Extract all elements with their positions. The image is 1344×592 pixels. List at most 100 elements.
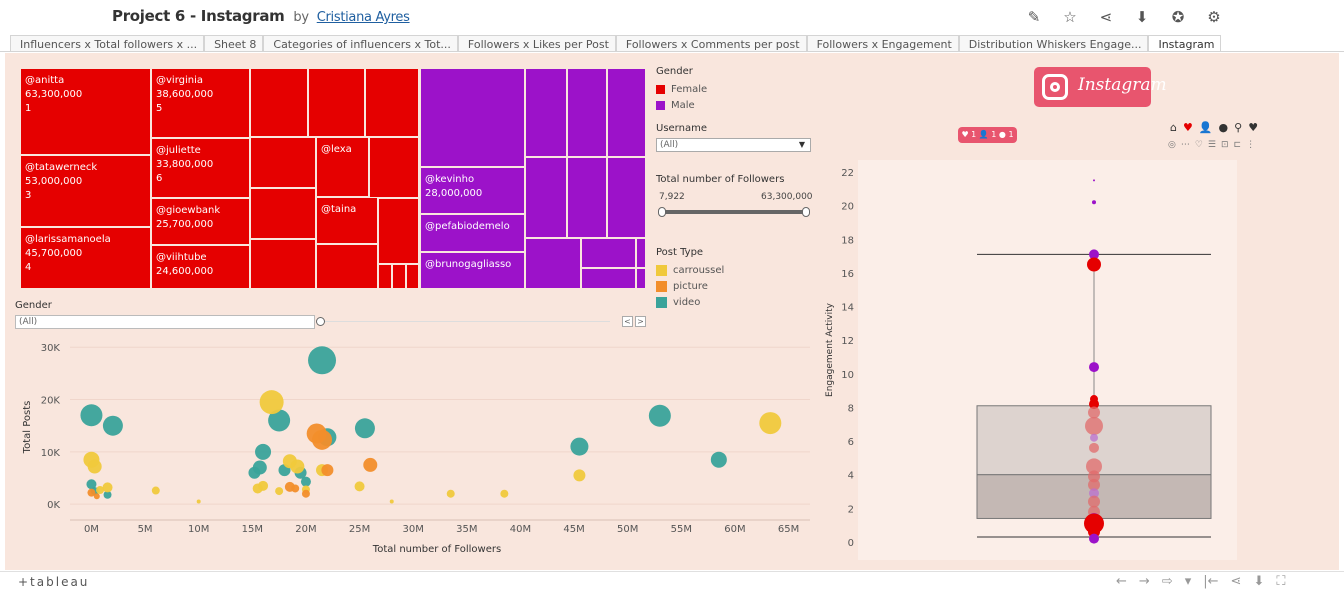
tab-influencers-followers[interactable]: Influencers x Total followers x ... (10, 35, 205, 52)
treemap-cell[interactable] (581, 238, 636, 268)
scatter-point-video (308, 346, 337, 375)
treemap-cell[interactable] (525, 238, 581, 289)
gear-icon[interactable]: ⚙ (1207, 8, 1221, 26)
treemap-cell[interactable] (581, 268, 636, 289)
treemap-cell[interactable] (636, 268, 646, 289)
cell-label: @virginia (156, 75, 204, 86)
fullscreen-icon[interactable]: ⛶ (1276, 574, 1286, 589)
download-icon[interactable]: ⬇ (1135, 8, 1149, 26)
tab-instagram[interactable]: Instagram (1148, 35, 1222, 52)
y-tick-label: 10 (841, 370, 854, 381)
treemap-cell[interactable] (392, 264, 406, 289)
y-tick-label: 12 (841, 336, 854, 347)
redo-icon[interactable]: → (1138, 574, 1150, 589)
cell-label: @juliette (156, 145, 201, 156)
treemap-cell[interactable] (406, 264, 419, 289)
treemap-cell-larissamanoela[interactable]: @larissamanoela 45,700,000 4 (20, 227, 151, 289)
treemap-cell-brunogagliasso[interactable]: @brunogagliasso (420, 252, 525, 289)
star-icon[interactable]: ☆ (1063, 8, 1077, 26)
treemap-cell[interactable] (308, 68, 365, 137)
username-value: (All) (660, 140, 679, 150)
treemap-cell-gioewbank[interactable]: @gioewbank 25,700,000 (151, 198, 250, 245)
cell-label: @viihtube (156, 252, 207, 263)
gender-legend-title: Gender (656, 66, 693, 77)
treemap-cell[interactable] (250, 68, 308, 137)
gender-filter-select[interactable]: (All) (15, 315, 315, 329)
cell-value: 28,000,000 (425, 188, 483, 199)
edit-icon[interactable]: ✎ (1027, 8, 1041, 26)
download-icon[interactable]: ⬇ (1253, 574, 1265, 589)
scatter-point-picture (87, 488, 96, 497)
tab-followers-engagement[interactable]: Followers x Engagement (806, 35, 959, 52)
share-icon[interactable]: ⋖ (1230, 574, 1242, 589)
treemap-cell[interactable] (567, 157, 607, 238)
treemap-cell-juliette[interactable]: @juliette 33,800,000 6 (151, 138, 250, 198)
tab-sheet-8[interactable]: Sheet 8 (204, 35, 264, 52)
followers-range-max-handle[interactable] (802, 207, 810, 217)
gender-slider-track[interactable] (320, 321, 610, 322)
legend-item-picture[interactable]: picture (656, 278, 724, 294)
revert-icon[interactable]: ⇨ (1161, 574, 1173, 589)
legend-swatch (656, 264, 667, 276)
tab-followers-comments[interactable]: Followers x Comments per post (615, 35, 807, 52)
treemap-cell[interactable] (369, 137, 419, 198)
followers-range-track[interactable] (661, 210, 807, 214)
cell-label: @lexa (321, 144, 352, 155)
engagement-point (1089, 488, 1099, 499)
treemap-cell[interactable] (567, 68, 607, 157)
legend-item-video[interactable]: video (656, 294, 724, 310)
y-axis-label: Total Posts (22, 401, 33, 455)
legend-item-female[interactable]: Female (656, 81, 707, 97)
treemap-cell[interactable] (378, 198, 419, 264)
username-select[interactable]: (All) ▼ (656, 138, 811, 152)
engagement-point (1089, 399, 1099, 410)
treemap-cell[interactable] (250, 239, 316, 289)
gender-slider-handle[interactable] (316, 317, 325, 326)
tab-categories[interactable]: Categories of influencers x Tot... (263, 35, 458, 52)
prev-arrow-icon[interactable]: < (622, 316, 633, 327)
reset-icon[interactable]: |← (1203, 574, 1219, 589)
scatter-point-video (710, 451, 727, 468)
next-arrow-icon[interactable]: > (635, 316, 646, 327)
scatter-point-carroussel (258, 480, 269, 491)
undo-icon[interactable]: ← (1116, 574, 1127, 589)
treemap-cell-taina[interactable]: @taina (316, 197, 378, 244)
scatter-point-video (86, 479, 97, 490)
treemap-cell-anitta[interactable]: @anitta 63,300,000 1 (20, 68, 151, 155)
treemap-cell[interactable] (378, 264, 392, 289)
y-tick-label: 0K (47, 500, 60, 511)
followers-range-min-handle[interactable] (658, 207, 666, 217)
treemap-cell-pefabiodemelo[interactable]: @pefabiodemelo (420, 214, 525, 252)
treemap-cell-virginia[interactable]: @virginia 38,600,000 5 (151, 68, 250, 138)
legend-item-male[interactable]: Male (656, 97, 707, 113)
treemap-cell-tatawerneck[interactable]: @tatawerneck 53,000,000 3 (20, 155, 151, 227)
treemap-cell-viihtube[interactable]: @viihtube 24,600,000 (151, 245, 250, 289)
treemap-cell-kevinho[interactable]: @kevinho 28,000,000 (420, 167, 525, 214)
badge-icon[interactable]: ✪ (1171, 8, 1185, 26)
camera-icon (1042, 74, 1068, 100)
treemap-cell[interactable] (316, 244, 378, 289)
treemap-cell[interactable] (636, 238, 646, 268)
legend-item-carroussel[interactable]: carroussel (656, 262, 724, 278)
treemap-cell[interactable] (607, 157, 646, 238)
scatter-point-video (570, 437, 589, 456)
treemap-cell[interactable] (250, 137, 316, 188)
treemap-cell[interactable] (525, 157, 567, 238)
treemap-cell[interactable] (607, 68, 646, 157)
tableau-logo[interactable]: +tableau (18, 575, 89, 589)
chevron-down-icon[interactable]: ▾ (1184, 574, 1192, 589)
share-icon[interactable]: ⋖ (1099, 8, 1113, 26)
legend-swatch (656, 100, 665, 110)
treemap-cell[interactable] (420, 68, 525, 167)
tab-distribution-whiskers[interactable]: Distribution Whiskers Engage... (958, 35, 1149, 52)
engagement-point (1089, 249, 1099, 260)
cell-label: @larissamanoela (25, 234, 111, 245)
y-tick-label: 0 (848, 538, 854, 549)
tab-followers-likes[interactable]: Followers x Likes per Post (457, 35, 616, 52)
treemap-cell[interactable] (525, 68, 567, 157)
y-tick-label: 2 (848, 504, 854, 515)
treemap-cell-lexa[interactable]: @lexa (316, 137, 369, 197)
treemap-cell[interactable] (365, 68, 419, 137)
author-link[interactable]: Cristiana Ayres (316, 10, 410, 25)
treemap-cell[interactable] (250, 188, 316, 239)
